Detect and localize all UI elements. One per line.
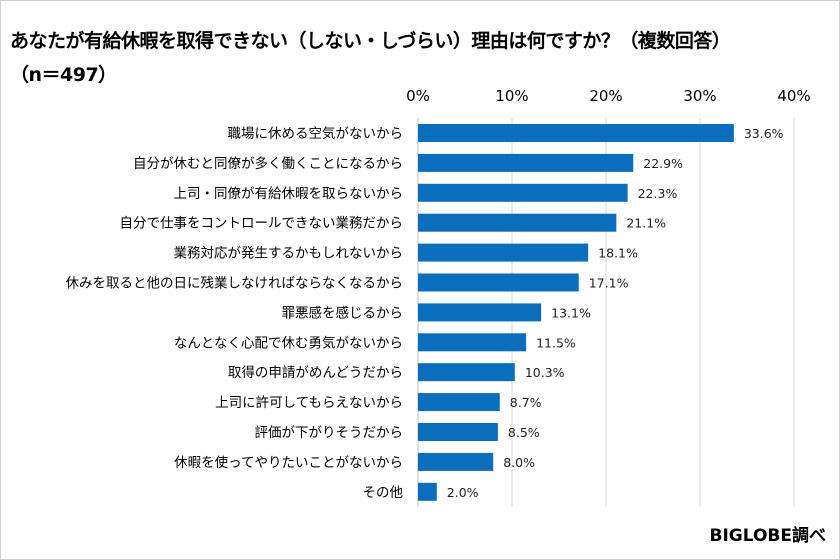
x-tick-label: 30%: [683, 87, 716, 105]
source-credit: BIGLOBE調べ: [709, 526, 827, 546]
bar: [418, 243, 589, 262]
bar: [418, 452, 494, 471]
bar: [418, 303, 542, 322]
bar: [418, 153, 634, 172]
bar: [418, 213, 617, 232]
category-label: 上司・同僚が有給休暇を取らないから: [174, 186, 404, 202]
data-label: 11.5%: [536, 335, 576, 350]
category-label: 罪悪感を感じるから: [282, 304, 404, 321]
bar: [418, 273, 579, 292]
data-label: 13.1%: [551, 305, 591, 320]
sample-size: （n＝497）: [10, 64, 117, 86]
data-label: 2.0%: [447, 485, 479, 500]
bar: [418, 363, 515, 382]
data-label: 8.0%: [503, 455, 535, 470]
bar: [418, 183, 628, 202]
category-label: 自分が休むと同僚が多く働くことになるから: [133, 155, 403, 172]
bar: [418, 333, 527, 352]
category-label: 上司に許可してもらえないから: [215, 395, 403, 411]
category-label: その他: [363, 485, 404, 501]
category-label: 自分で仕事をコントロールできない業務だから: [120, 216, 404, 232]
data-label: 10.3%: [525, 365, 565, 380]
category-label: 職場に休める空気がないから: [228, 126, 404, 142]
category-label: 取得の申請がめんどうだから: [228, 364, 403, 381]
x-tick-label: 20%: [589, 87, 622, 105]
category-label: なんとなく心配で休む勇気がないから: [174, 335, 403, 351]
data-label: 8.5%: [508, 425, 540, 440]
x-tick-label: 10%: [495, 87, 528, 105]
bar: [418, 124, 734, 142]
category-label: 評価が下がりそうだから: [255, 425, 404, 441]
data-label: 22.3%: [638, 186, 678, 201]
data-label: 8.7%: [510, 395, 542, 410]
title-text: あなたが有給休暇を取得できない（しない・しづらい）理由は何ですか？（複数回答）: [10, 30, 731, 52]
data-label: 22.9%: [643, 156, 683, 171]
bar: [418, 482, 437, 501]
x-tick-label: 0%: [406, 87, 430, 105]
data-label: 21.1%: [626, 216, 666, 231]
data-label: 33.6%: [744, 126, 784, 141]
category-label: 休みを取ると他の日に残業しなければならなくなるから: [66, 276, 404, 292]
data-label: 17.1%: [589, 276, 629, 291]
chart-title: あなたが有給休暇を取得できない（しない・しづらい）理由は何ですか？（複数回答） …: [10, 24, 840, 92]
category-label: 業務対応が発生するかもしれないから: [174, 246, 404, 262]
category-label: 休暇を使ってやりたいことがないから: [174, 454, 403, 471]
data-label: 18.1%: [598, 246, 638, 261]
bar: [418, 393, 500, 412]
bar: [418, 423, 498, 441]
x-tick-label: 40%: [777, 87, 810, 105]
